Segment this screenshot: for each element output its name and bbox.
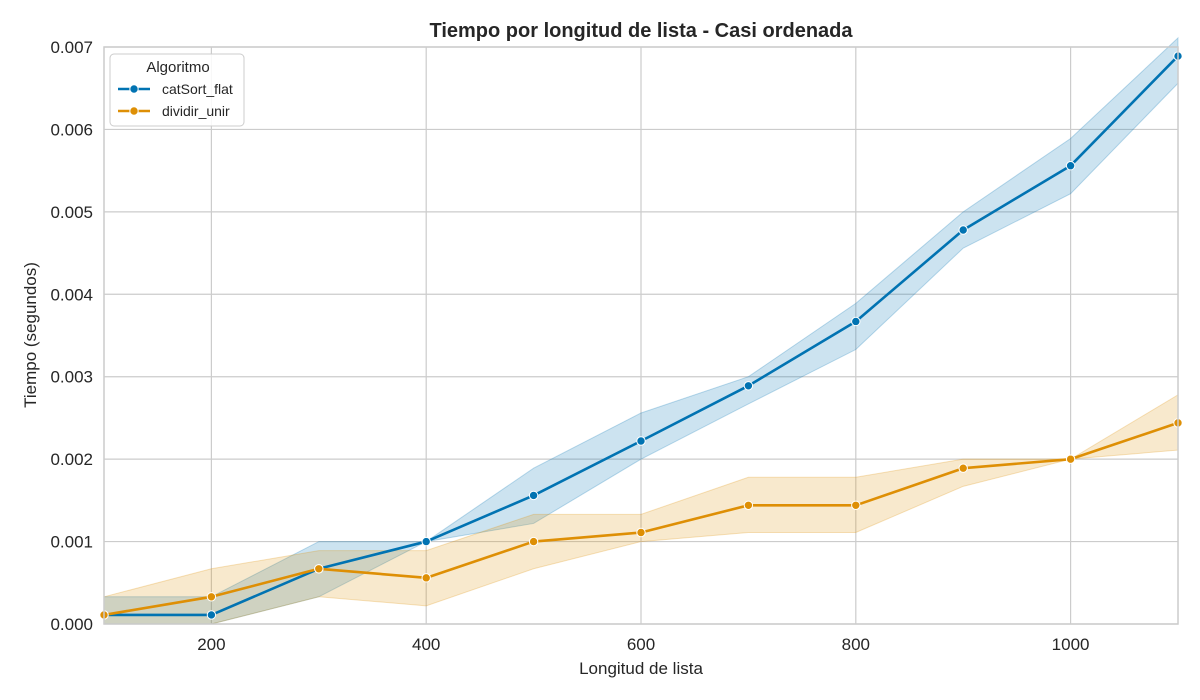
data-point-dividir_unir	[636, 527, 646, 538]
x-tick-label: 1000	[1052, 635, 1090, 654]
y-tick-label: 0.003	[50, 368, 93, 387]
legend-label-catSort_flat: catSort_flat	[162, 81, 233, 97]
data-point-catSort_flat	[528, 490, 539, 501]
legend-label-dividir_unir: dividir_unir	[162, 103, 230, 119]
chart-title: Tiempo por longitud de lista - Casi orde…	[429, 20, 853, 42]
legend-box	[109, 53, 245, 127]
data-point-dividir_unir	[1065, 454, 1076, 464]
data-point-dividir_unir	[743, 500, 754, 511]
legend-marker-catSort_flat	[129, 84, 139, 94]
data-point-dividir_unir	[314, 564, 324, 574]
plot-frame	[103, 46, 1179, 625]
data-point-dividir_unir	[851, 500, 861, 511]
y-tick-label: 0.007	[50, 38, 93, 57]
legend: Algoritmo catSort_flat dividir_unir	[109, 53, 245, 127]
y-tick-label: 0.004	[50, 285, 93, 304]
data-point-dividir_unir	[528, 536, 539, 547]
y-tick-label: 0.005	[50, 203, 93, 222]
y-tick-label: 0.000	[50, 615, 93, 634]
data-point-dividir_unir	[206, 592, 217, 602]
legend-marker-dividir_unir	[129, 106, 139, 116]
data-point-catSort_flat	[743, 381, 754, 391]
data-point-catSort_flat	[851, 316, 861, 327]
legend-title: Algoritmo	[146, 59, 209, 76]
data-point-dividir_unir	[958, 463, 968, 473]
x-tick-label: 400	[412, 635, 440, 654]
x-tick-labels: 200 400 600 800 1000	[197, 635, 1089, 654]
data-point-catSort_flat	[636, 436, 646, 446]
data-point-catSort_flat	[421, 536, 431, 547]
data-point-dividir_unir	[421, 573, 431, 583]
data-point-catSort_flat	[206, 610, 217, 620]
data-point-catSort_flat	[1065, 160, 1076, 171]
data-point-catSort_flat	[958, 225, 968, 235]
x-axis-label: Longitud de lista	[579, 659, 703, 678]
y-axis-label: Tiempo (segundos)	[21, 262, 40, 408]
y-tick-labels: 0.000 0.001 0.002 0.003 0.004 0.005 0.006 0.007	[50, 38, 93, 634]
y-tick-label: 0.002	[50, 450, 93, 469]
y-tick-label: 0.006	[50, 120, 93, 139]
y-tick-label: 0.001	[50, 533, 93, 552]
x-tick-label: 800	[842, 635, 870, 654]
x-tick-label: 600	[627, 635, 655, 654]
x-tick-label: 200	[197, 635, 225, 654]
